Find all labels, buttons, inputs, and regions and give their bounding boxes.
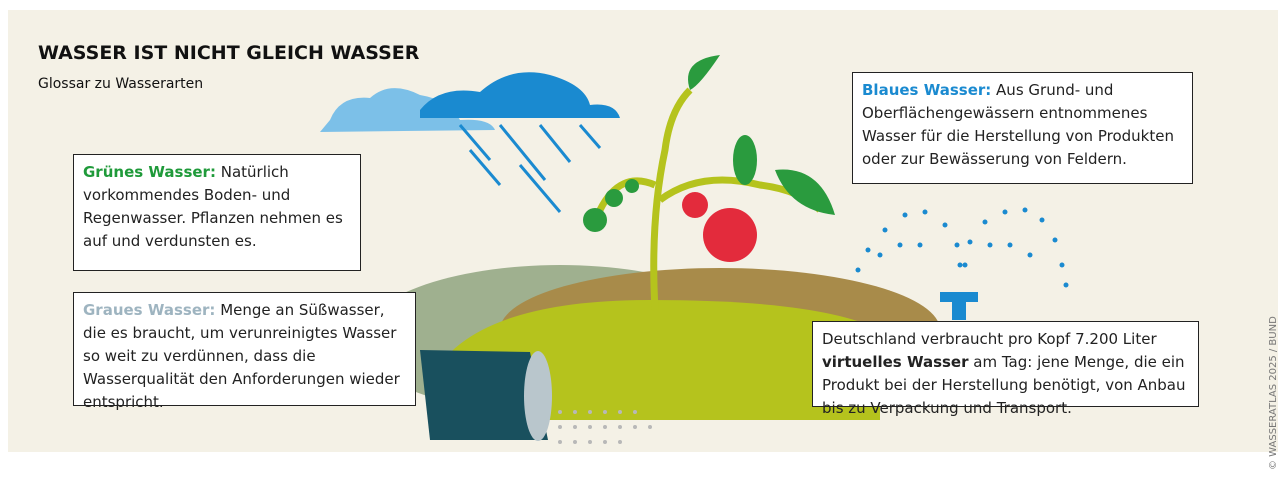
term: Grünes Wasser:	[83, 163, 216, 181]
tomato	[682, 192, 708, 218]
bucket-opening	[524, 351, 552, 441]
note-box: Deutschland verbraucht pro Kopf 7.200 Li…	[812, 321, 1199, 407]
title: WASSER IST NICHT GLEICH WASSER	[38, 42, 419, 64]
leaf	[733, 135, 757, 185]
term: virtuelles Wasser	[822, 353, 969, 371]
rain	[460, 125, 600, 212]
page: WASSER IST NICHT GLEICH WASSER Glossar z…	[0, 0, 1286, 479]
tomato	[605, 189, 623, 207]
tomato	[703, 208, 757, 262]
tomato	[583, 208, 607, 232]
glossary-box: Graues Wasser: Menge an Süßwasser, die e…	[73, 292, 416, 406]
sprinkler	[952, 300, 966, 320]
subtitle: Glossar zu Wasserarten	[38, 76, 203, 92]
glossary-box: Blaues Wasser: Aus Grund- und Oberfläche…	[852, 72, 1193, 184]
glossary-box: Grünes Wasser: Natürlich vorkommendes Bo…	[73, 154, 361, 271]
term: Graues Wasser:	[83, 301, 215, 319]
note-text: Deutschland verbraucht pro Kopf 7.200 Li…	[822, 330, 1157, 348]
cloud	[420, 72, 620, 118]
spray	[856, 208, 1069, 288]
leaf	[688, 55, 720, 90]
term: Blaues Wasser:	[862, 81, 991, 99]
credit: © WASSERATLAS 2025 / BUND	[1268, 316, 1279, 470]
tomato	[625, 179, 639, 193]
